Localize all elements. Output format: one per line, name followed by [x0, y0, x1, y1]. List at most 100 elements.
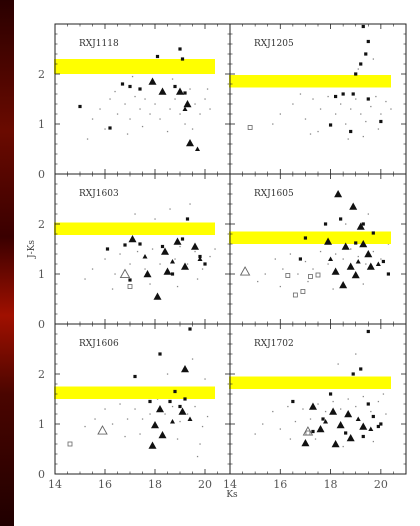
triangle-rxj1603-5 — [163, 267, 172, 275]
dot-rxj1118-25 — [191, 128, 194, 130]
highlight-band-rxj1606 — [54, 386, 215, 399]
dot-rxj1702-10 — [340, 408, 342, 410]
dot-rxj1702-19 — [372, 440, 375, 443]
triangle-rxj1605-5 — [359, 240, 368, 248]
square-rxj1605-0 — [298, 257, 302, 261]
dot-rxj1605-3 — [289, 253, 292, 255]
open-square-rxj1205-0 — [247, 125, 253, 130]
dot-rxj1702-18 — [342, 445, 344, 448]
dot-rxj1606-0 — [94, 418, 96, 420]
dot-rxj1606-13 — [194, 405, 196, 408]
square-rxj1603-1 — [123, 243, 127, 247]
dot-rxj1702-9 — [332, 400, 334, 403]
triangle-rxj1605-8 — [366, 262, 375, 270]
small-triangle-rxj1605-0 — [328, 256, 334, 261]
dot-rxj1702-1 — [272, 410, 274, 413]
dot-rxj1205-0 — [279, 113, 281, 115]
dot-rxj1603-16 — [214, 248, 216, 250]
dot-rxj1606-3 — [119, 403, 121, 405]
dot-rxj1702-17 — [314, 438, 317, 440]
dot-rxj1205-4 — [319, 108, 322, 110]
square-rxj1702-10 — [361, 434, 365, 439]
dot-rxj1605-21 — [345, 223, 347, 225]
square-rxj1205-4 — [354, 72, 358, 76]
dot-rxj1118-4 — [116, 113, 119, 115]
ytick-label-rxj1603-2: 2 — [38, 218, 45, 231]
dot-rxj1118-7 — [134, 95, 136, 98]
triangle-rxj1603-2 — [173, 237, 182, 245]
dot-rxj1205-12 — [365, 120, 367, 123]
square-rxj1205-8 — [351, 92, 355, 96]
square-rxj1118-7 — [183, 91, 187, 95]
square-rxj1702-6 — [371, 414, 375, 419]
dot-rxj1118-22 — [209, 108, 211, 110]
dot-rxj1606-1 — [104, 408, 106, 410]
square-rxj1205-11 — [349, 129, 353, 134]
ytick-label-rxj1606-0: 0 — [38, 468, 45, 481]
triangle-rxj1606-4 — [148, 441, 157, 449]
dot-rxj1603-18 — [176, 285, 179, 288]
dot-rxj1605-17 — [307, 280, 309, 283]
xtick-label-rxj1606-3: 20 — [198, 478, 212, 491]
small-triangle-rxj1603-2 — [197, 256, 203, 261]
dot-rxj1603-26 — [134, 213, 136, 215]
square-rxj1606-4 — [178, 404, 182, 409]
square-rxj1605-2 — [339, 217, 343, 221]
dot-rxj1605-8 — [327, 263, 329, 265]
dot-rxj1606-16 — [139, 433, 141, 435]
xtick-label-rxj1702-3: 20 — [374, 478, 388, 491]
dot-rxj1702-14 — [370, 410, 372, 413]
triangle-rxj1702-8 — [346, 434, 355, 442]
ytick-label-rxj1606-1: 1 — [38, 418, 45, 431]
small-triangle-rxj1118-0 — [182, 106, 188, 111]
square-rxj1702-2 — [328, 392, 333, 396]
dot-rxj1118-0 — [91, 118, 94, 120]
dot-rxj1603-22 — [169, 208, 171, 210]
panel-label-rxj1606: RXJ1606 — [79, 339, 119, 349]
dot-rxj1702-12 — [355, 405, 357, 408]
triangle-rxj1605-7 — [346, 262, 355, 270]
square-rxj1606-2 — [168, 399, 172, 404]
dot-rxj1606-6 — [141, 418, 144, 420]
dot-rxj1205-22 — [357, 68, 359, 70]
dot-rxj1606-19 — [196, 455, 199, 458]
square-rxj1603-7 — [128, 278, 132, 282]
square-rxj1606-3 — [188, 327, 192, 331]
square-rxj1702-8 — [376, 424, 380, 429]
square-rxj1118-4 — [178, 47, 182, 51]
x-axis-title: Ks — [226, 490, 238, 500]
triangle-rxj1606-2 — [151, 421, 159, 429]
square-rxj1118-0 — [120, 82, 125, 86]
dot-rxj1205-23 — [372, 58, 375, 60]
dot-rxj1606-11 — [179, 420, 181, 423]
square-rxj1605-8 — [303, 236, 308, 240]
dot-rxj1605-18 — [332, 288, 334, 290]
small-triangle-rxj1702-0 — [323, 419, 329, 424]
square-rxj1603-8 — [170, 272, 175, 276]
xtick-label-rxj1606-0: 14 — [48, 478, 62, 491]
dot-rxj1118-19 — [194, 103, 196, 105]
triangle-rxj1605-4 — [341, 242, 350, 250]
dot-rxj1205-15 — [380, 113, 382, 115]
dot-rxj1702-8 — [324, 410, 327, 413]
dot-rxj1118-11 — [154, 103, 156, 105]
dot-rxj1603-8 — [159, 263, 161, 265]
dot-rxj1702-13 — [362, 395, 364, 398]
square-rxj1603-9 — [203, 262, 207, 266]
dot-rxj1205-2 — [304, 118, 307, 120]
small-triangle-rxj1606-1 — [187, 416, 193, 421]
ytick-label-rxj1118-0: 0 — [38, 168, 45, 181]
dot-rxj1205-18 — [317, 130, 319, 133]
square-rxj1605-7 — [386, 272, 390, 276]
dot-rxj1205-6 — [335, 113, 337, 115]
dot-rxj1603-23 — [189, 203, 191, 205]
triangle-rxj1702-3 — [316, 425, 325, 433]
triangle-rxj1606-5 — [181, 365, 189, 373]
square-rxj1603-2 — [138, 242, 142, 246]
open-square-rxj1605-4 — [315, 272, 321, 278]
square-rxj1603-5 — [185, 217, 190, 221]
dot-rxj1118-30 — [206, 88, 209, 90]
triangle-rxj1702-4 — [336, 421, 345, 429]
square-rxj1603-4 — [180, 237, 185, 241]
